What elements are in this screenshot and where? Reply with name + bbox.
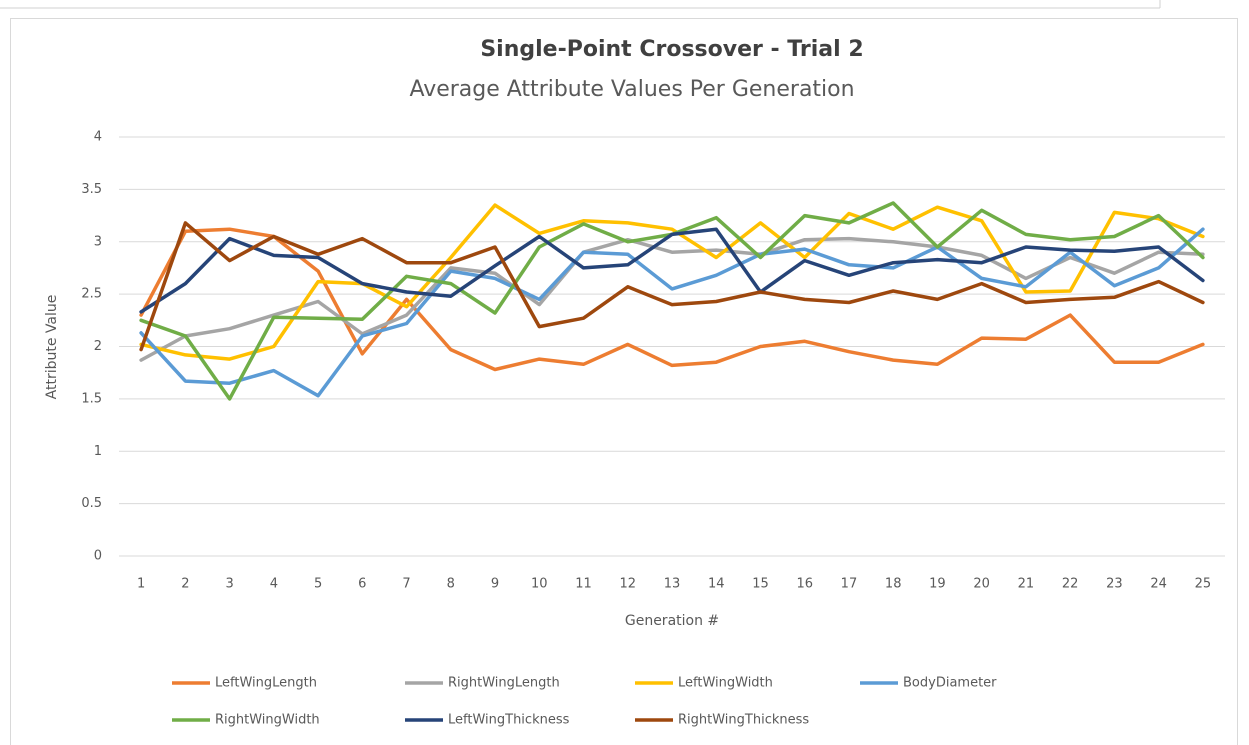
x-tick-label: 8 (447, 577, 455, 592)
x-tick-label: 13 (664, 577, 681, 592)
y-tick-label: 0 (94, 549, 102, 564)
x-tick-label: 5 (314, 577, 322, 592)
chart-title: Single-Point Crossover - Trial 2 (480, 37, 863, 62)
y-tick-label: 2 (94, 339, 102, 354)
legend-label: RightWingWidth (215, 713, 320, 728)
series-line (139, 203, 1205, 361)
legend-label: BodyDiameter (903, 676, 997, 691)
legend-label: LeftWingThickness (448, 713, 570, 728)
legend-label: RightWingLength (448, 676, 560, 691)
x-tick-label: 23 (1106, 577, 1123, 592)
x-tick-label: 16 (796, 577, 813, 592)
x-tick-label: 20 (973, 577, 990, 592)
series-line (139, 227, 1205, 398)
x-tick-label: 17 (841, 577, 858, 592)
x-tick-label: 22 (1062, 577, 1079, 592)
legend-label: RightWingThickness (678, 713, 809, 728)
x-tick-label: 19 (929, 577, 946, 592)
y-axis-title: Attribute Value (44, 295, 60, 400)
x-tick-label: 1 (137, 577, 145, 592)
x-tick-label: 2 (181, 577, 189, 592)
x-tick-label: 24 (1150, 577, 1167, 592)
x-tick-label: 14 (708, 577, 725, 592)
x-tick-label: 10 (531, 577, 548, 592)
x-tick-label: 18 (885, 577, 902, 592)
y-tick-label: 4 (94, 130, 102, 145)
y-tick-label: 2.5 (81, 287, 102, 302)
x-tick-label: 9 (491, 577, 499, 592)
x-tick-label: 25 (1195, 577, 1212, 592)
legend-label: LeftWingWidth (678, 676, 773, 691)
x-tick-label: 21 (1018, 577, 1035, 592)
x-tick-label: 3 (225, 577, 233, 592)
series-line (139, 227, 1205, 314)
y-tick-label: 1 (94, 444, 102, 459)
y-tick-label: 3 (94, 234, 102, 249)
chart-subtitle: Average Attribute Values Per Generation (409, 77, 854, 102)
x-tick-label: 7 (402, 577, 410, 592)
series-line (139, 221, 1205, 352)
series-line (139, 227, 1205, 372)
y-tick-label: 3.5 (81, 182, 102, 197)
x-tick-label: 6 (358, 577, 366, 592)
x-tick-label: 4 (270, 577, 278, 592)
y-tick-label: 0.5 (81, 496, 102, 511)
x-tick-label: 15 (752, 577, 769, 592)
y-tick-label: 1.5 (81, 391, 102, 406)
legend-label: LeftWingLength (215, 676, 317, 691)
series-line (139, 236, 1205, 362)
x-tick-label: 11 (575, 577, 592, 592)
x-tick-label: 12 (619, 577, 636, 592)
x-axis-title: Generation # (625, 613, 719, 629)
